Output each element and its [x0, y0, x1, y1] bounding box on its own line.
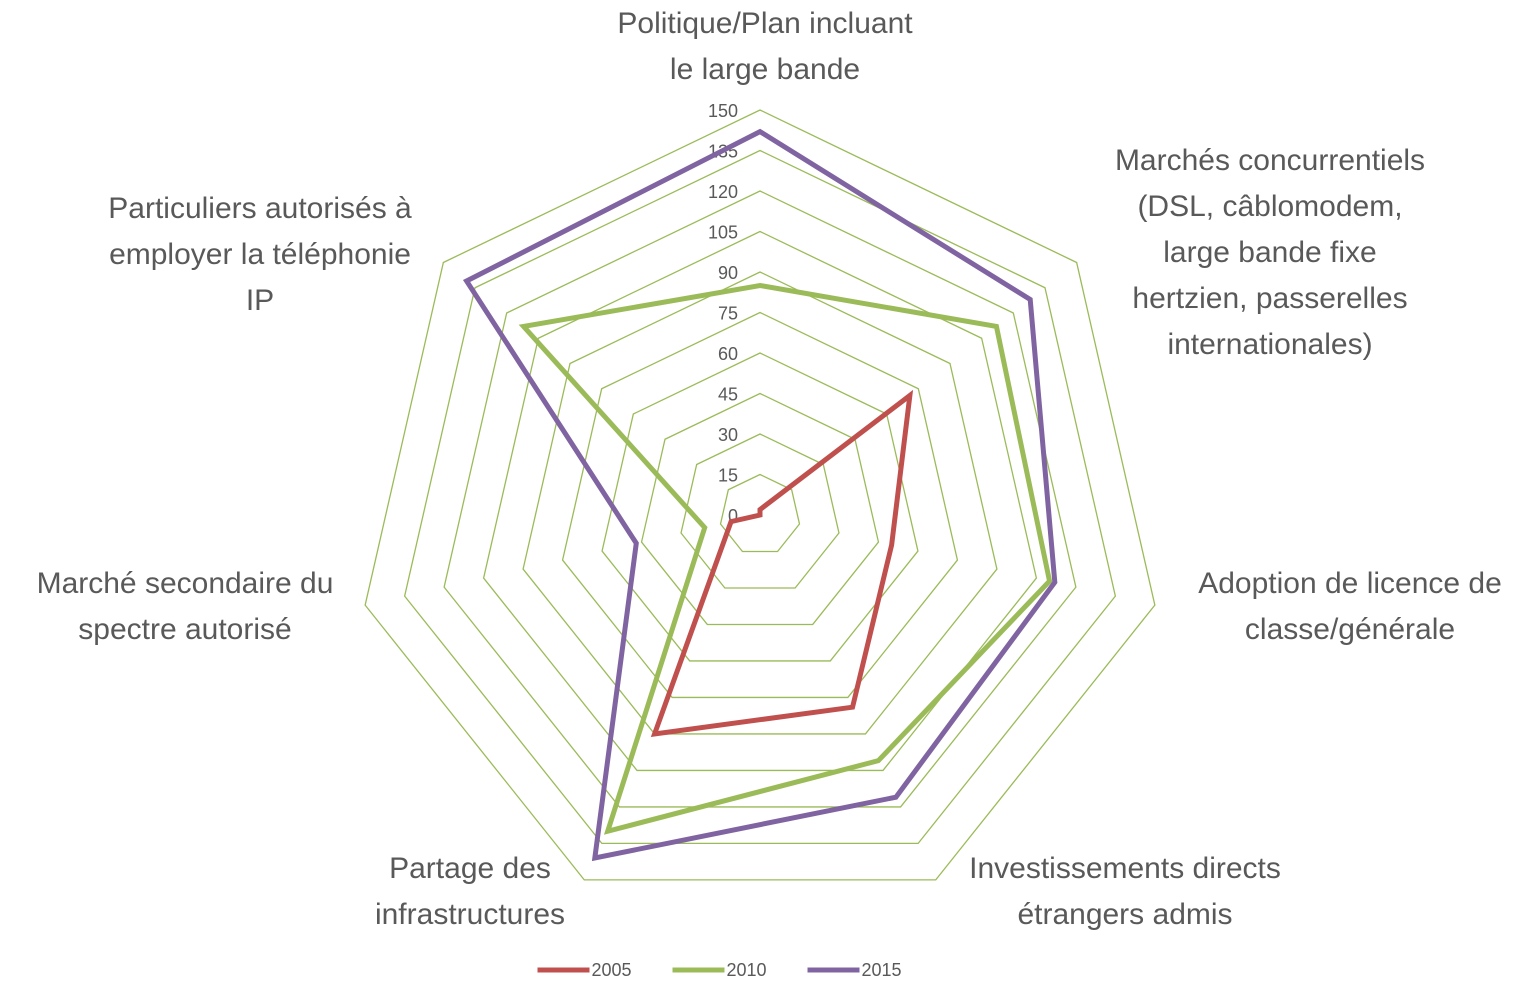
y-tick-label: 90: [718, 263, 738, 283]
legend-label: 2015: [862, 960, 902, 980]
grid-ring: [522, 271, 998, 735]
axis-label: étrangers admis: [1017, 898, 1232, 931]
y-tick-label: 45: [718, 384, 738, 404]
series-line: [650, 389, 914, 737]
grid-ring: [601, 352, 919, 662]
y-tick-label: 150: [708, 101, 738, 121]
axis-label: hertzien, passerelles: [1132, 282, 1407, 315]
y-tick-label: 15: [718, 465, 738, 485]
y-tick-label: 75: [718, 303, 738, 323]
axis-label: Investissements directs: [969, 852, 1281, 885]
axis-label: (DSL, câblomodem,: [1137, 190, 1402, 223]
axis-label: infrastructures: [375, 898, 565, 931]
axis-label: internationales): [1167, 328, 1372, 361]
axis-label: Marché secondaire du: [37, 567, 334, 600]
axis-label: spectre autorisé: [78, 613, 291, 646]
y-tick-label: 30: [718, 425, 738, 445]
y-tick-label: 120: [708, 182, 738, 202]
y-tick-label: 60: [718, 344, 738, 364]
axis-label: Adoption de licence de: [1198, 567, 1502, 600]
grid-ring: [680, 433, 840, 589]
axis-label: IP: [246, 284, 274, 317]
series-line: [462, 128, 1058, 862]
grid-ring: [640, 392, 880, 626]
legend-label: 2010: [727, 960, 767, 980]
axis-label: le large bande: [670, 53, 860, 86]
axis-label: large bande fixe: [1163, 236, 1377, 269]
axis-label: Particuliers autorisés à: [108, 192, 412, 225]
axis-label: Politique/Plan incluant: [617, 7, 913, 40]
y-tick-label: 105: [708, 222, 738, 242]
legend-label: 2005: [592, 960, 632, 980]
axis-label: classe/générale: [1245, 613, 1455, 646]
grid-ring: [364, 109, 1156, 881]
grid-ring: [443, 190, 1077, 808]
axis-label: Marchés concurrentiels: [1115, 144, 1425, 177]
axis-label: employer la téléphonie: [109, 238, 411, 271]
grid-ring: [561, 311, 959, 699]
grid-ring: [403, 149, 1117, 845]
y-tick-label: 0: [728, 506, 738, 526]
axis-label: Partage des: [389, 852, 551, 885]
grid-ring: [719, 473, 801, 553]
series-line: [518, 282, 1053, 835]
